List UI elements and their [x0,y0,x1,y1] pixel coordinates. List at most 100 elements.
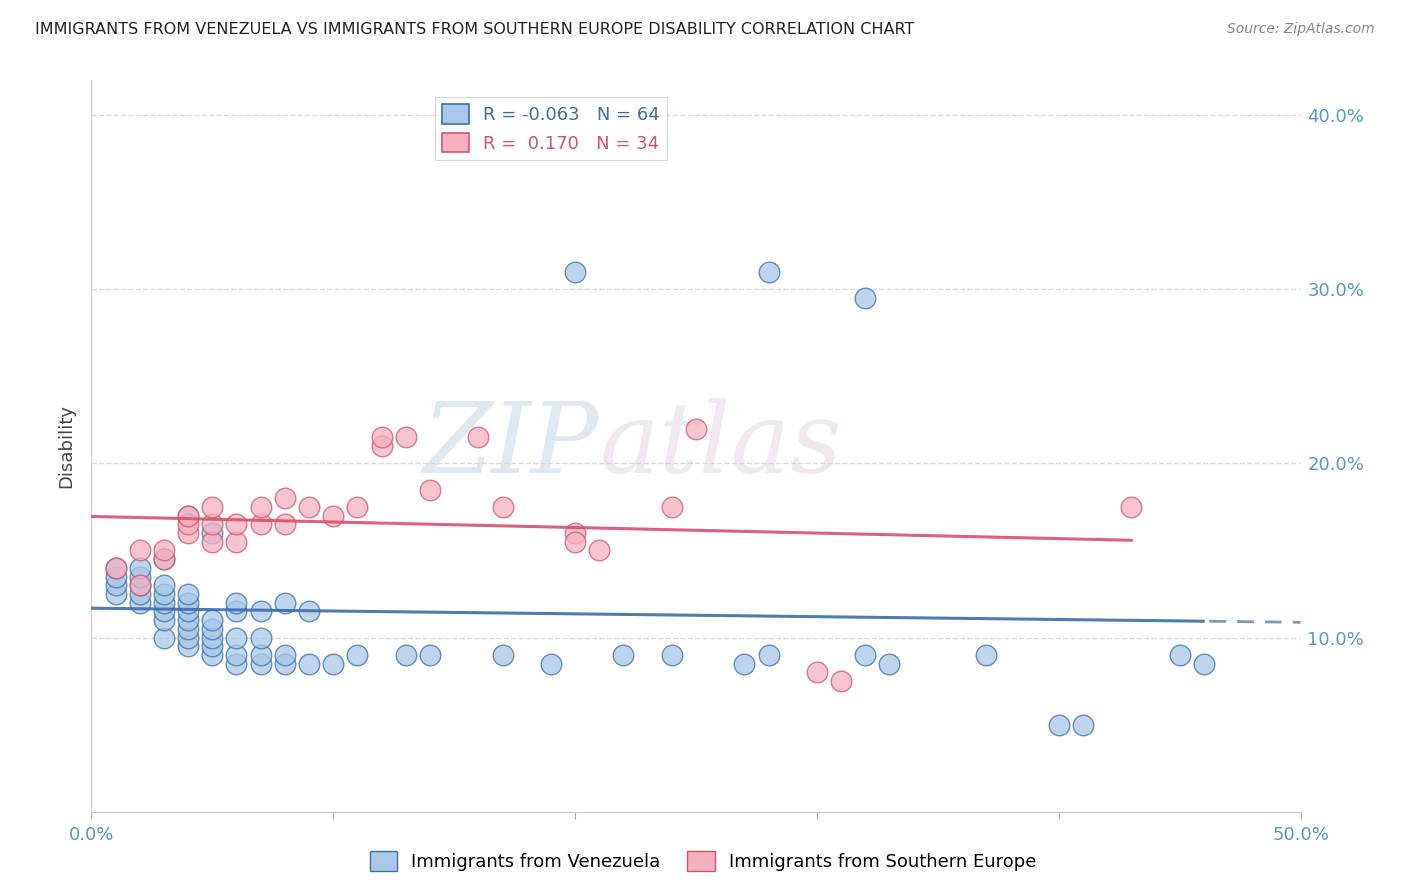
Point [346,648,368,662]
Point [830,674,852,689]
Point [128,561,150,575]
Point [661,500,683,514]
Text: IMMIGRANTS FROM VENEZUELA VS IMMIGRANTS FROM SOUTHERN EUROPE DISABILITY CORRELAT: IMMIGRANTS FROM VENEZUELA VS IMMIGRANTS … [35,22,914,37]
Point [661,648,683,662]
Point [201,500,224,514]
Point [225,517,247,532]
Point [225,604,247,618]
Point [588,543,610,558]
Point [177,604,200,618]
Point [153,552,176,566]
Point [758,265,780,279]
Point [177,526,200,541]
Point [1121,500,1143,514]
Point [225,657,247,671]
Point [177,622,200,636]
Point [177,631,200,645]
Point [974,648,997,662]
Point [274,491,297,506]
Point [322,508,344,523]
Point [564,526,586,541]
Point [153,631,176,645]
Point [128,543,150,558]
Point [225,631,247,645]
Point [104,561,127,575]
Point [274,596,297,610]
Point [1071,717,1094,731]
Point [128,569,150,583]
Point [153,587,176,601]
Point [419,483,441,497]
Point [249,657,271,671]
Point [128,578,150,592]
Point [153,578,176,592]
Point [395,648,418,662]
Point [467,430,489,444]
Point [298,604,321,618]
Text: atlas: atlas [599,399,842,493]
Point [298,500,321,514]
Point [201,517,224,532]
Point [564,265,586,279]
Point [104,578,127,592]
Point [128,587,150,601]
Point [153,543,176,558]
Point [177,508,200,523]
Point [370,430,392,444]
Point [177,508,200,523]
Legend: Immigrants from Venezuela, Immigrants from Southern Europe: Immigrants from Venezuela, Immigrants fr… [363,844,1043,879]
Point [128,578,150,592]
Point [249,500,271,514]
Point [1192,657,1215,671]
Point [419,648,441,662]
Point [249,648,271,662]
Point [225,534,247,549]
Point [758,648,780,662]
Point [853,648,876,662]
Point [249,517,271,532]
Point [249,604,271,618]
Text: ZIP: ZIP [423,399,599,493]
Point [177,613,200,627]
Point [201,526,224,541]
Point [201,534,224,549]
Point [395,430,418,444]
Point [153,596,176,610]
Point [853,291,876,305]
Point [806,665,828,680]
Point [274,517,297,532]
Point [201,631,224,645]
Point [298,657,321,671]
Point [564,534,586,549]
Point [104,561,127,575]
Text: Source: ZipAtlas.com: Source: ZipAtlas.com [1227,22,1375,37]
Point [104,587,127,601]
Point [201,622,224,636]
Point [322,657,344,671]
Point [177,640,200,654]
Y-axis label: Disability: Disability [58,404,76,488]
Legend: R = -0.063   N = 64, R =  0.170   N = 34: R = -0.063 N = 64, R = 0.170 N = 34 [434,96,668,160]
Point [128,596,150,610]
Point [201,613,224,627]
Point [491,648,513,662]
Point [491,500,513,514]
Point [612,648,634,662]
Point [225,596,247,610]
Point [153,552,176,566]
Point [177,517,200,532]
Point [346,500,368,514]
Point [153,604,176,618]
Point [1168,648,1191,662]
Point [733,657,755,671]
Point [201,640,224,654]
Point [153,613,176,627]
Point [685,421,707,435]
Point [177,587,200,601]
Point [225,648,247,662]
Point [1047,717,1070,731]
Point [370,439,392,453]
Point [201,648,224,662]
Point [274,657,297,671]
Point [274,648,297,662]
